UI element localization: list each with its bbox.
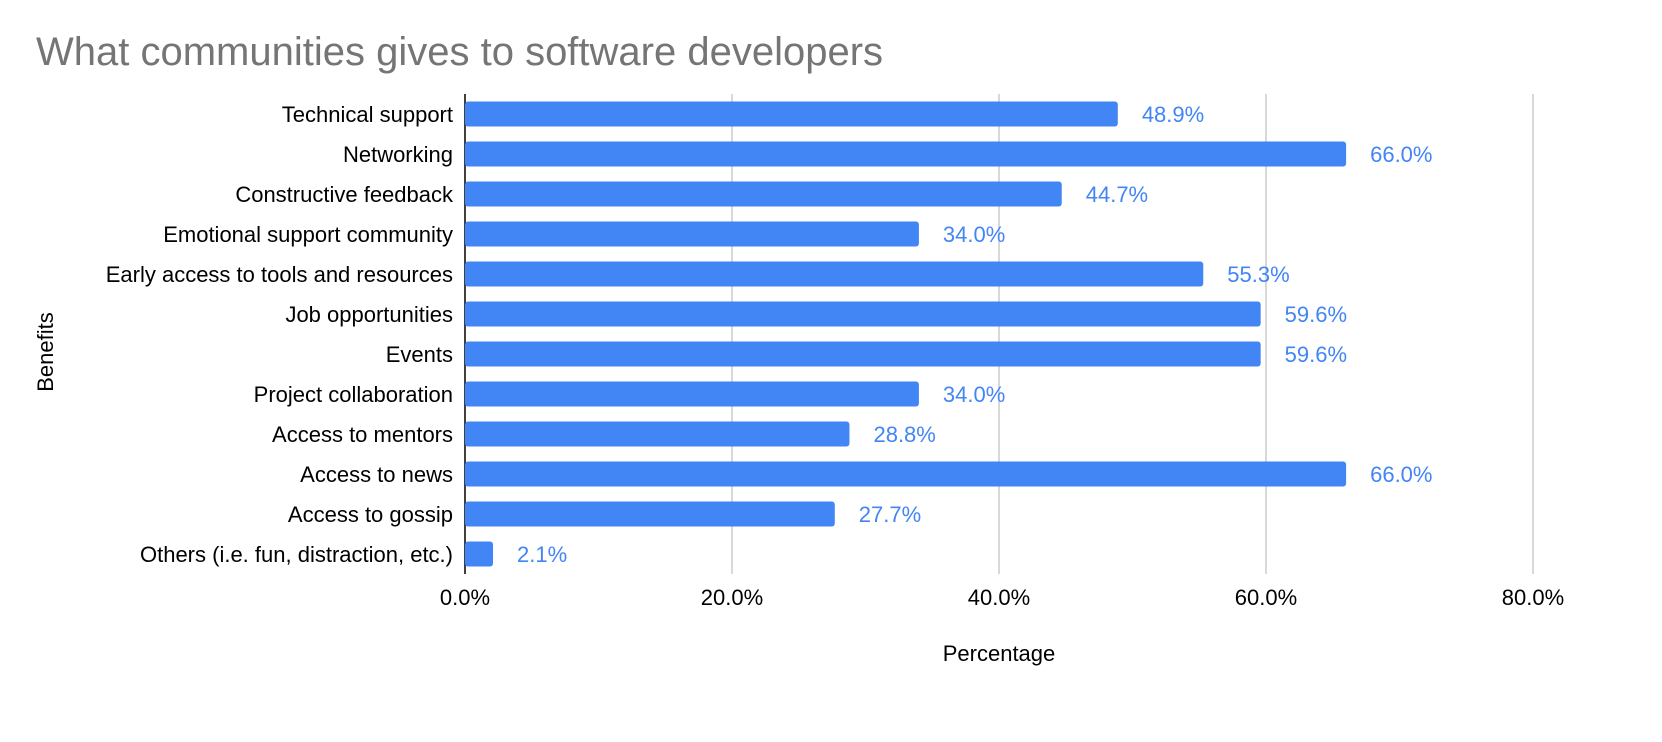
bar xyxy=(465,341,1261,367)
data-label: 66.0% xyxy=(1370,462,1432,487)
bar xyxy=(465,221,919,247)
data-label: 59.6% xyxy=(1285,342,1347,367)
bars xyxy=(465,101,1347,567)
category-label: Emotional support community xyxy=(163,222,453,247)
category-label: Access to mentors xyxy=(272,422,453,447)
x-axis-title: Percentage xyxy=(943,641,1056,666)
bar xyxy=(465,301,1261,327)
x-tick-label: 40.0% xyxy=(968,585,1030,610)
bar xyxy=(465,261,1204,287)
category-label: Networking xyxy=(343,142,453,167)
category-label: Access to gossip xyxy=(288,502,453,527)
category-label: Early access to tools and resources xyxy=(106,262,453,287)
data-label: 59.6% xyxy=(1285,302,1347,327)
category-label: Project collaboration xyxy=(254,382,453,407)
category-label: Others (i.e. fun, distraction, etc.) xyxy=(140,542,453,567)
x-tick-label: 0.0% xyxy=(440,585,490,610)
x-tick-label: 80.0% xyxy=(1502,585,1564,610)
bar xyxy=(465,541,494,567)
data-label: 44.7% xyxy=(1086,182,1148,207)
bar xyxy=(465,141,1347,167)
data-label: 66.0% xyxy=(1370,142,1432,167)
category-label: Technical support xyxy=(282,102,453,127)
category-label: Events xyxy=(386,342,453,367)
bar xyxy=(465,421,850,447)
data-label: 34.0% xyxy=(943,382,1005,407)
bar xyxy=(465,461,1347,487)
data-label: 27.7% xyxy=(859,502,921,527)
bar xyxy=(465,181,1062,207)
category-label: Constructive feedback xyxy=(235,182,454,207)
bar xyxy=(465,501,835,527)
data-label: 34.0% xyxy=(943,222,1005,247)
data-label: 2.1% xyxy=(517,542,567,567)
data-label: 55.3% xyxy=(1227,262,1289,287)
category-label: Job opportunities xyxy=(285,302,453,327)
category-label: Access to news xyxy=(300,462,453,487)
data-label: 28.8% xyxy=(873,422,935,447)
x-tick-label: 20.0% xyxy=(701,585,763,610)
bar xyxy=(465,381,919,407)
labels: 0.0% 20.0% 40.0% 60.0% 80.0% Technical suppor… xyxy=(106,102,1564,610)
bar xyxy=(465,101,1118,127)
data-label: 48.9% xyxy=(1142,102,1204,127)
gridlines xyxy=(464,94,1534,574)
chart-title: What communities gives to software devel… xyxy=(36,30,884,74)
y-axis-title: Benefits xyxy=(33,312,58,392)
x-tick-label: 60.0% xyxy=(1235,585,1297,610)
